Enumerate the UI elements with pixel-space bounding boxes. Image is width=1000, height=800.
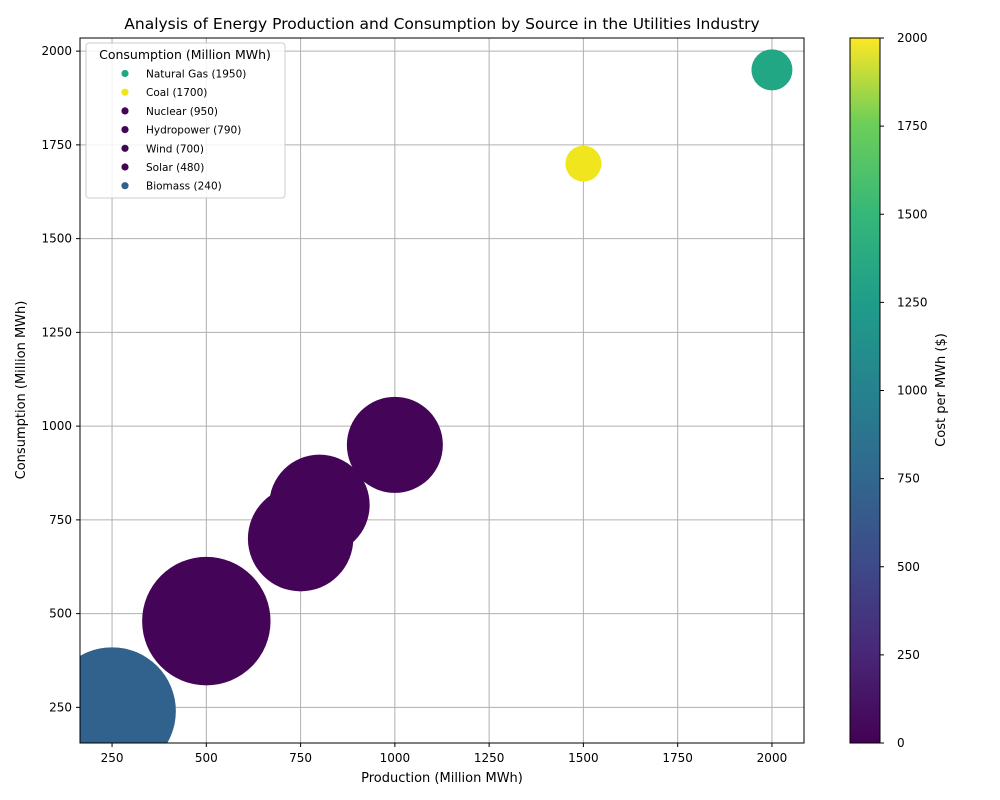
legend-box xyxy=(85,42,286,199)
y-tick-label: 500 xyxy=(49,607,72,621)
colorbar-ticks: 0 250 500 750 1000 1250 1500 1750 2000 xyxy=(880,31,928,750)
x-tick-label: 1750 xyxy=(662,751,693,765)
chart-title: Analysis of Energy Production and Consum… xyxy=(124,15,759,33)
y-tick-label: 250 xyxy=(49,700,72,714)
legend-entry-label: Solar (480) xyxy=(146,162,204,174)
y-tick-label: 1250 xyxy=(41,325,72,339)
legend-entry-label: Hydropower (790) xyxy=(146,125,241,137)
point-wind xyxy=(247,485,354,592)
legend-marker xyxy=(121,88,129,96)
colorbar-tick-label: 1000 xyxy=(897,384,928,398)
legend-entry-label: Wind (700) xyxy=(146,143,204,155)
legend-items: Natural Gas (1950) Coal (1700) Nuclear (95… xyxy=(121,69,246,193)
x-tick-label: 2000 xyxy=(757,751,788,765)
legend-marker xyxy=(121,107,129,115)
x-tick-label: 1000 xyxy=(380,751,411,765)
point-coal xyxy=(565,145,602,182)
legend-entry-label: Natural Gas (1950) xyxy=(146,69,246,81)
x-tick-label: 500 xyxy=(195,751,218,765)
x-tick-label: 1250 xyxy=(474,751,505,765)
x-tick-label: 750 xyxy=(289,751,312,765)
x-tick-label: 250 xyxy=(101,751,124,765)
colorbar-tick-label: 0 xyxy=(897,736,905,750)
legend-entry-label: Coal (1700) xyxy=(146,87,207,99)
point-nuclear xyxy=(346,396,443,493)
colorbar-label: Cost per MWh ($) xyxy=(934,333,949,447)
point-natural-gas xyxy=(751,49,793,91)
y-tick-label: 1500 xyxy=(41,232,72,246)
legend-marker xyxy=(121,163,129,171)
colorbar-tick-label: 250 xyxy=(897,648,920,662)
legend-marker xyxy=(121,182,129,190)
colorbar: 0 250 500 750 1000 1250 1500 1750 2000 Cost per … xyxy=(849,31,949,750)
y-tick-label: 1750 xyxy=(41,138,72,152)
y-axis-ticks: 250 500 750 1000 1250 1500 1750 2000 xyxy=(41,44,80,714)
legend-marker xyxy=(121,69,129,78)
colorbar-tick-label: 1500 xyxy=(897,207,928,221)
data-points xyxy=(80,49,793,743)
point-biomass xyxy=(80,647,176,743)
point-solar xyxy=(142,556,271,686)
x-axis-ticks: 250 500 750 1000 1250 1500 1750 2000 xyxy=(101,743,788,765)
x-tick-label: 1500 xyxy=(568,751,599,765)
colorbar-tick-label: 1250 xyxy=(897,295,928,309)
colorbar-tick-label: 750 xyxy=(897,472,920,486)
y-axis-label: Consumption (Million MWh) xyxy=(14,301,29,480)
legend-entry-label: Biomass (240) xyxy=(146,181,222,193)
y-tick-label: 750 xyxy=(49,513,72,527)
x-axis-label: Production (Million MWh) xyxy=(361,771,523,786)
legend-marker xyxy=(121,144,129,152)
legend-entry-label: Nuclear (950) xyxy=(146,106,218,118)
legend-title: Consumption (Million MWh) xyxy=(99,47,271,62)
y-tick-label: 1000 xyxy=(41,419,72,433)
colorbar-gradient xyxy=(849,37,881,744)
colorbar-tick-label: 2000 xyxy=(897,31,928,45)
colorbar-tick-label: 1750 xyxy=(897,119,928,133)
plot-frame xyxy=(79,37,805,744)
colorbar-tick-label: 500 xyxy=(897,560,920,574)
y-tick-label: 2000 xyxy=(41,44,72,58)
legend-marker xyxy=(121,126,129,134)
legend: Consumption (Million MWh) Natural Gas (1… xyxy=(85,42,286,199)
